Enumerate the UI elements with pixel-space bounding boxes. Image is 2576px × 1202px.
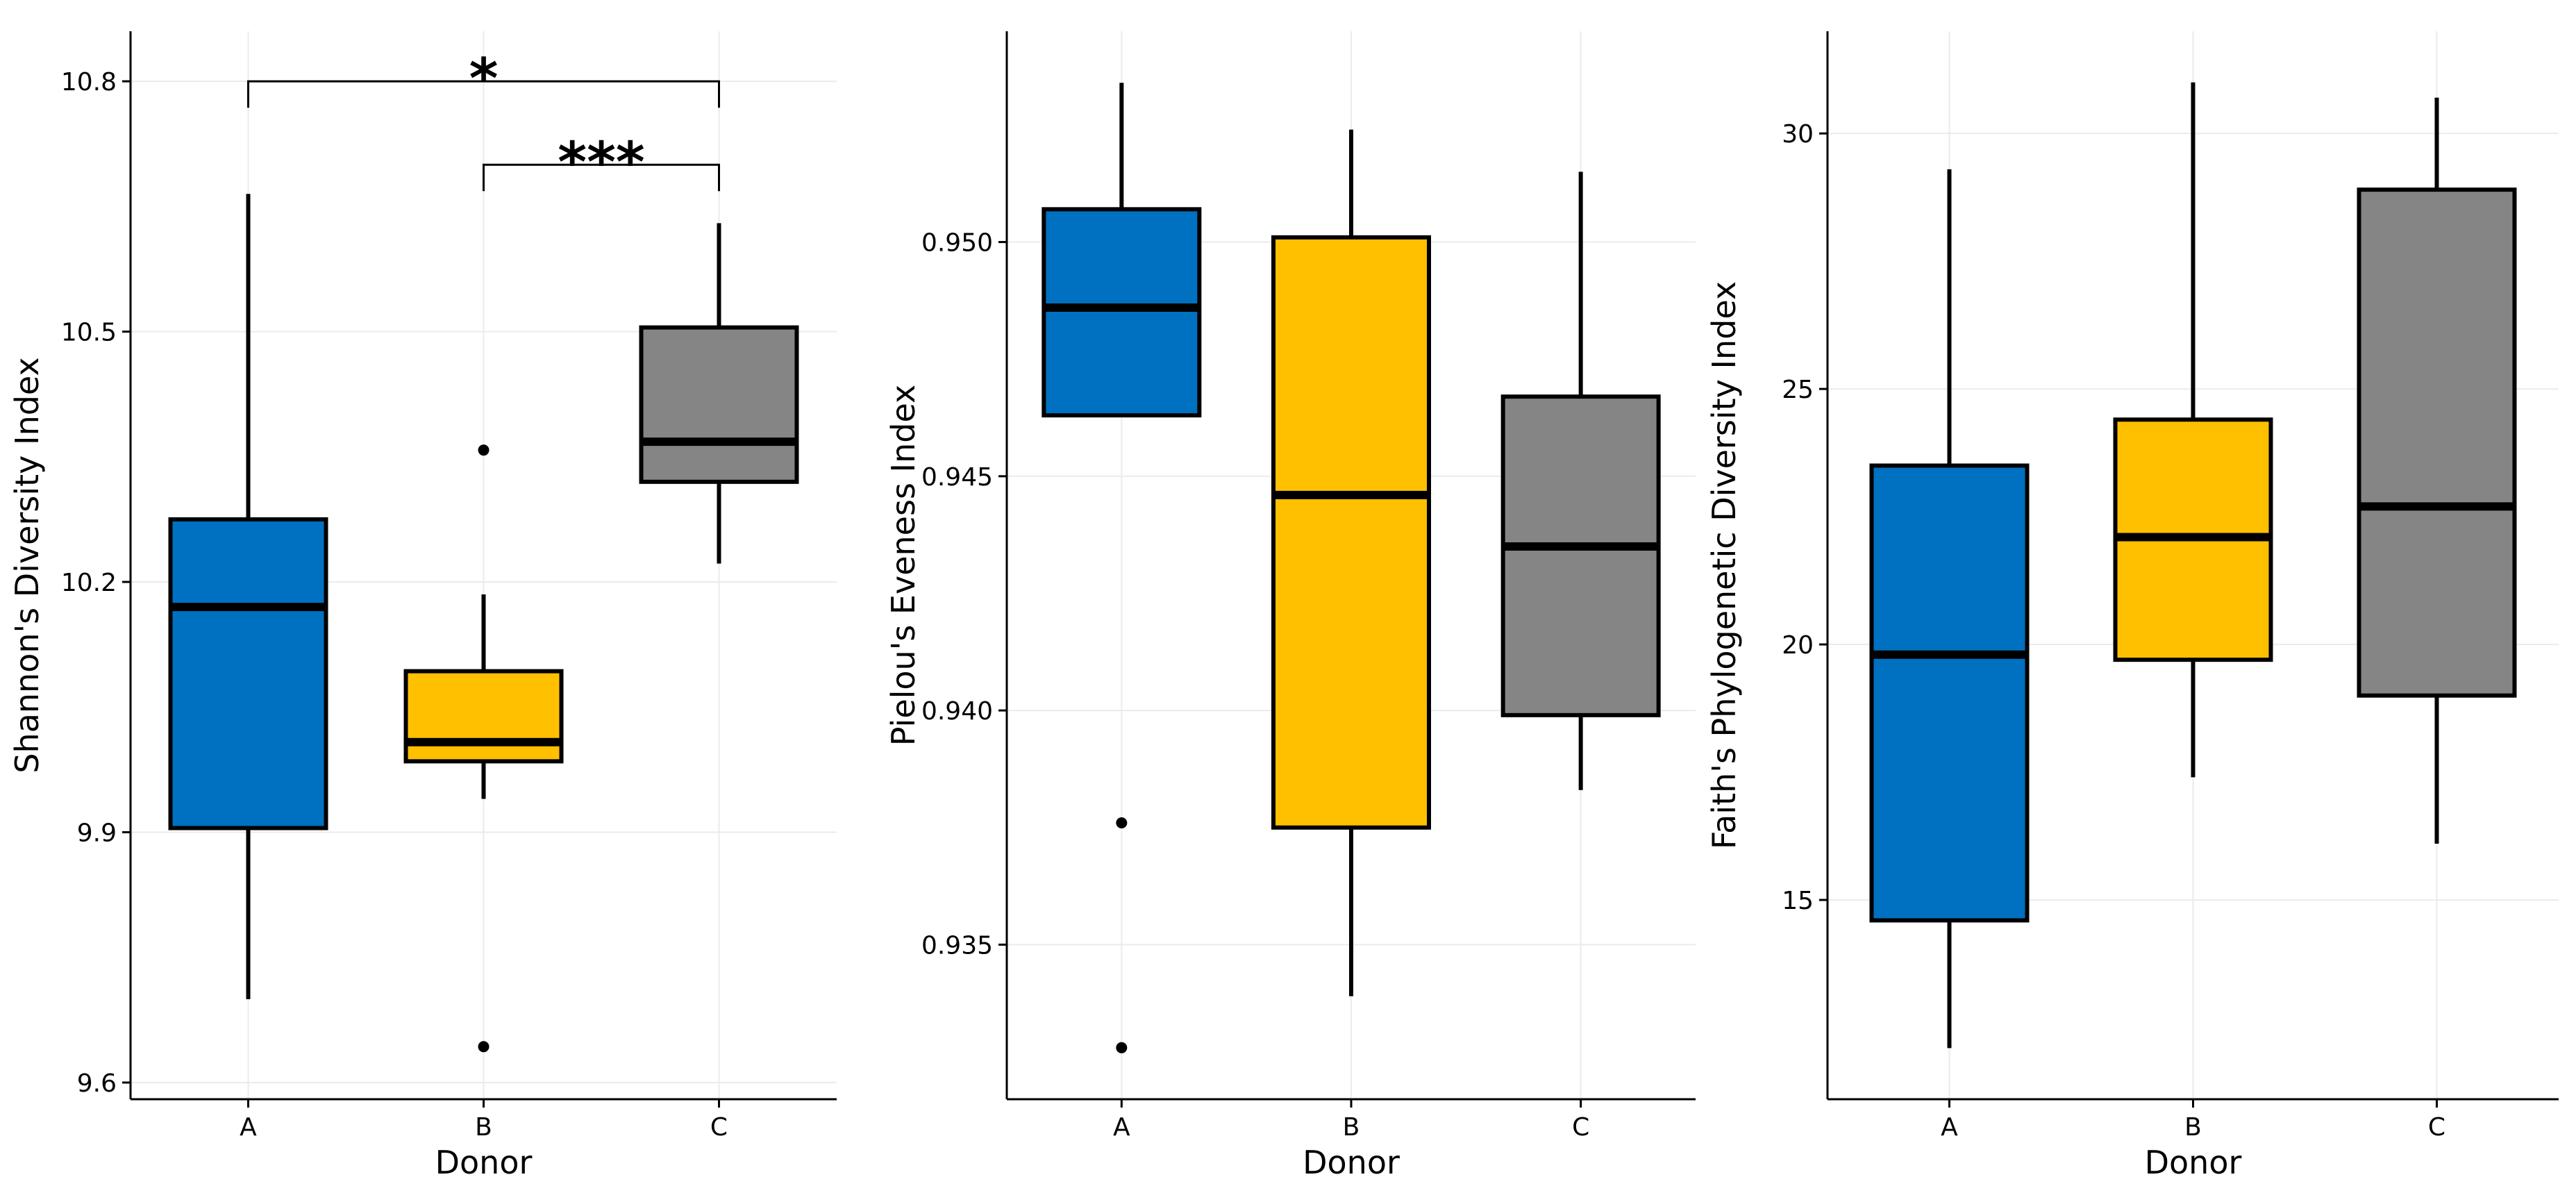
x-axis-title: Donor bbox=[1303, 1144, 1400, 1181]
panel-1: 9.6 9.9 10.2 10.5 10.8 A B C Donor Shannon's Dive… bbox=[8, 31, 837, 1181]
x-axis-title: Donor bbox=[2145, 1144, 2242, 1181]
y-tick-label: 15 bbox=[1782, 887, 1814, 915]
y-tick-label: 0.950 bbox=[921, 229, 993, 258]
x-tick-label-c: C bbox=[1572, 1113, 1589, 1142]
y-tick-label: 25 bbox=[1782, 376, 1814, 404]
x-tick-label-a: A bbox=[1941, 1113, 1958, 1142]
y-tick-label: 20 bbox=[1782, 631, 1814, 660]
x-tick-label-b: B bbox=[2184, 1113, 2202, 1142]
box-c bbox=[1500, 394, 1661, 717]
x-axis-title: Donor bbox=[435, 1144, 533, 1181]
y-tick-label: 10.5 bbox=[61, 319, 117, 347]
y-tick-label: 10.2 bbox=[61, 569, 117, 597]
x-tick-label-b: B bbox=[1343, 1113, 1360, 1142]
y-tick-label: 10.8 bbox=[61, 68, 117, 97]
box-a bbox=[168, 517, 328, 830]
y-tick-label: 30 bbox=[1782, 120, 1814, 149]
x-tick-label-b: B bbox=[475, 1113, 492, 1142]
x-tick-label-a: A bbox=[1113, 1113, 1130, 1142]
y-tick-label: 0.945 bbox=[921, 463, 993, 492]
outlier-point-a bbox=[1116, 817, 1128, 829]
box-a bbox=[1869, 463, 2030, 923]
y-axis-title: Shannon's Diversity Index bbox=[8, 357, 46, 773]
x-tick-label-a: A bbox=[240, 1113, 257, 1142]
panel-3: 15 20 25 30 A B C Donor Faith's Phylogenetic Div… bbox=[1705, 31, 2559, 1181]
y-tick-label: 9.6 bbox=[77, 1069, 117, 1098]
y-tick-label: 0.940 bbox=[921, 697, 993, 726]
x-tick-label-c: C bbox=[710, 1113, 728, 1142]
significance-bracket-b-c bbox=[483, 163, 720, 192]
y-axis-title: Pielou's Eveness Index bbox=[885, 385, 922, 746]
outlier-point-b bbox=[478, 444, 490, 456]
significance-bracket-a-c bbox=[247, 80, 720, 108]
box-b bbox=[403, 669, 564, 764]
y-tick-label: 0.935 bbox=[921, 931, 993, 960]
outlier-point-b bbox=[478, 1041, 490, 1053]
significance-label-a-c: * bbox=[469, 47, 499, 111]
y-tick-label: 9.9 bbox=[77, 819, 117, 848]
y-axis-title: Faith's Phylogenetic Diversity Index bbox=[1705, 281, 1743, 849]
significance-label-b-c: *** bbox=[558, 130, 645, 194]
panel-2: 0.935 0.940 0.945 0.950 A B C Donor Pielou's Eve… bbox=[885, 31, 1696, 1181]
box-a bbox=[1042, 207, 1202, 418]
box-b bbox=[1271, 235, 1431, 830]
outlier-point-a bbox=[1116, 1042, 1128, 1053]
box-c bbox=[2357, 187, 2517, 698]
x-tick-label-c: C bbox=[2428, 1113, 2445, 1142]
box-c bbox=[639, 325, 799, 484]
